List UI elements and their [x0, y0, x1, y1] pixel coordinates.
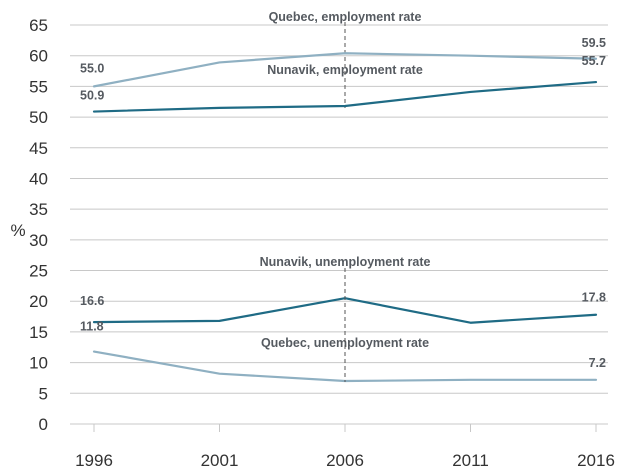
y-tick-label: 30	[29, 231, 48, 250]
series-name-label: Nunavik, employment rate	[267, 63, 423, 77]
x-tick-label: 1996	[75, 451, 113, 470]
series-line-1	[92, 80, 598, 113]
start-value-label: 55.0	[80, 61, 104, 75]
y-tick-label: 60	[29, 47, 48, 66]
y-tick-label: 20	[29, 292, 48, 311]
end-value-label: 55.7	[582, 54, 606, 68]
y-axis-label: %	[10, 221, 25, 240]
end-value-label: 17.8	[582, 291, 606, 305]
series-name-label: Nunavik, unemployment rate	[260, 255, 431, 269]
series-name-label: Quebec, employment rate	[269, 10, 422, 24]
x-tick-label: 2016	[577, 451, 615, 470]
y-tick-label: 25	[29, 262, 48, 281]
x-tick-label: 2001	[201, 451, 239, 470]
y-tick-label: 65	[29, 16, 48, 35]
y-tick-label: 0	[39, 415, 48, 434]
end-value-label: 7.2	[589, 356, 606, 370]
y-axis-ticks: 0 5 10 15 20 25 30 35 40 45 50 55 60 65	[29, 16, 48, 434]
series-name-label: Quebec, unemployment rate	[261, 336, 429, 350]
end-value-label: 59.5	[582, 36, 606, 50]
y-tick-label: 45	[29, 139, 48, 158]
x-tick-label: 2006	[326, 451, 364, 470]
y-tick-label: 10	[29, 354, 48, 373]
start-value-label: 16.6	[80, 294, 104, 308]
y-tick-label: 35	[29, 200, 48, 219]
y-tick-label: 55	[29, 77, 48, 96]
y-tick-label: 5	[39, 384, 48, 403]
series-labels: Quebec, employment rate 55.0 59.5 Nunavik, …	[80, 10, 606, 370]
y-tick-label: 50	[29, 108, 48, 127]
series-line-0	[92, 52, 598, 88]
x-tick-label: 2011	[452, 451, 489, 470]
start-value-label: 11.8	[80, 320, 104, 334]
x-axis-ticks: 1996 2001 2006 2011 2016	[75, 424, 615, 470]
y-tick-label: 40	[29, 169, 48, 188]
gridlines	[70, 24, 608, 425]
start-value-label: 50.9	[80, 89, 104, 103]
y-tick-label: 15	[29, 323, 48, 342]
